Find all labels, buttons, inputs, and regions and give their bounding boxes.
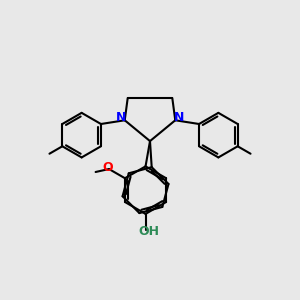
Text: OH: OH — [139, 225, 160, 238]
Text: N: N — [174, 111, 184, 124]
Text: O: O — [102, 161, 113, 174]
Text: N: N — [116, 111, 126, 124]
